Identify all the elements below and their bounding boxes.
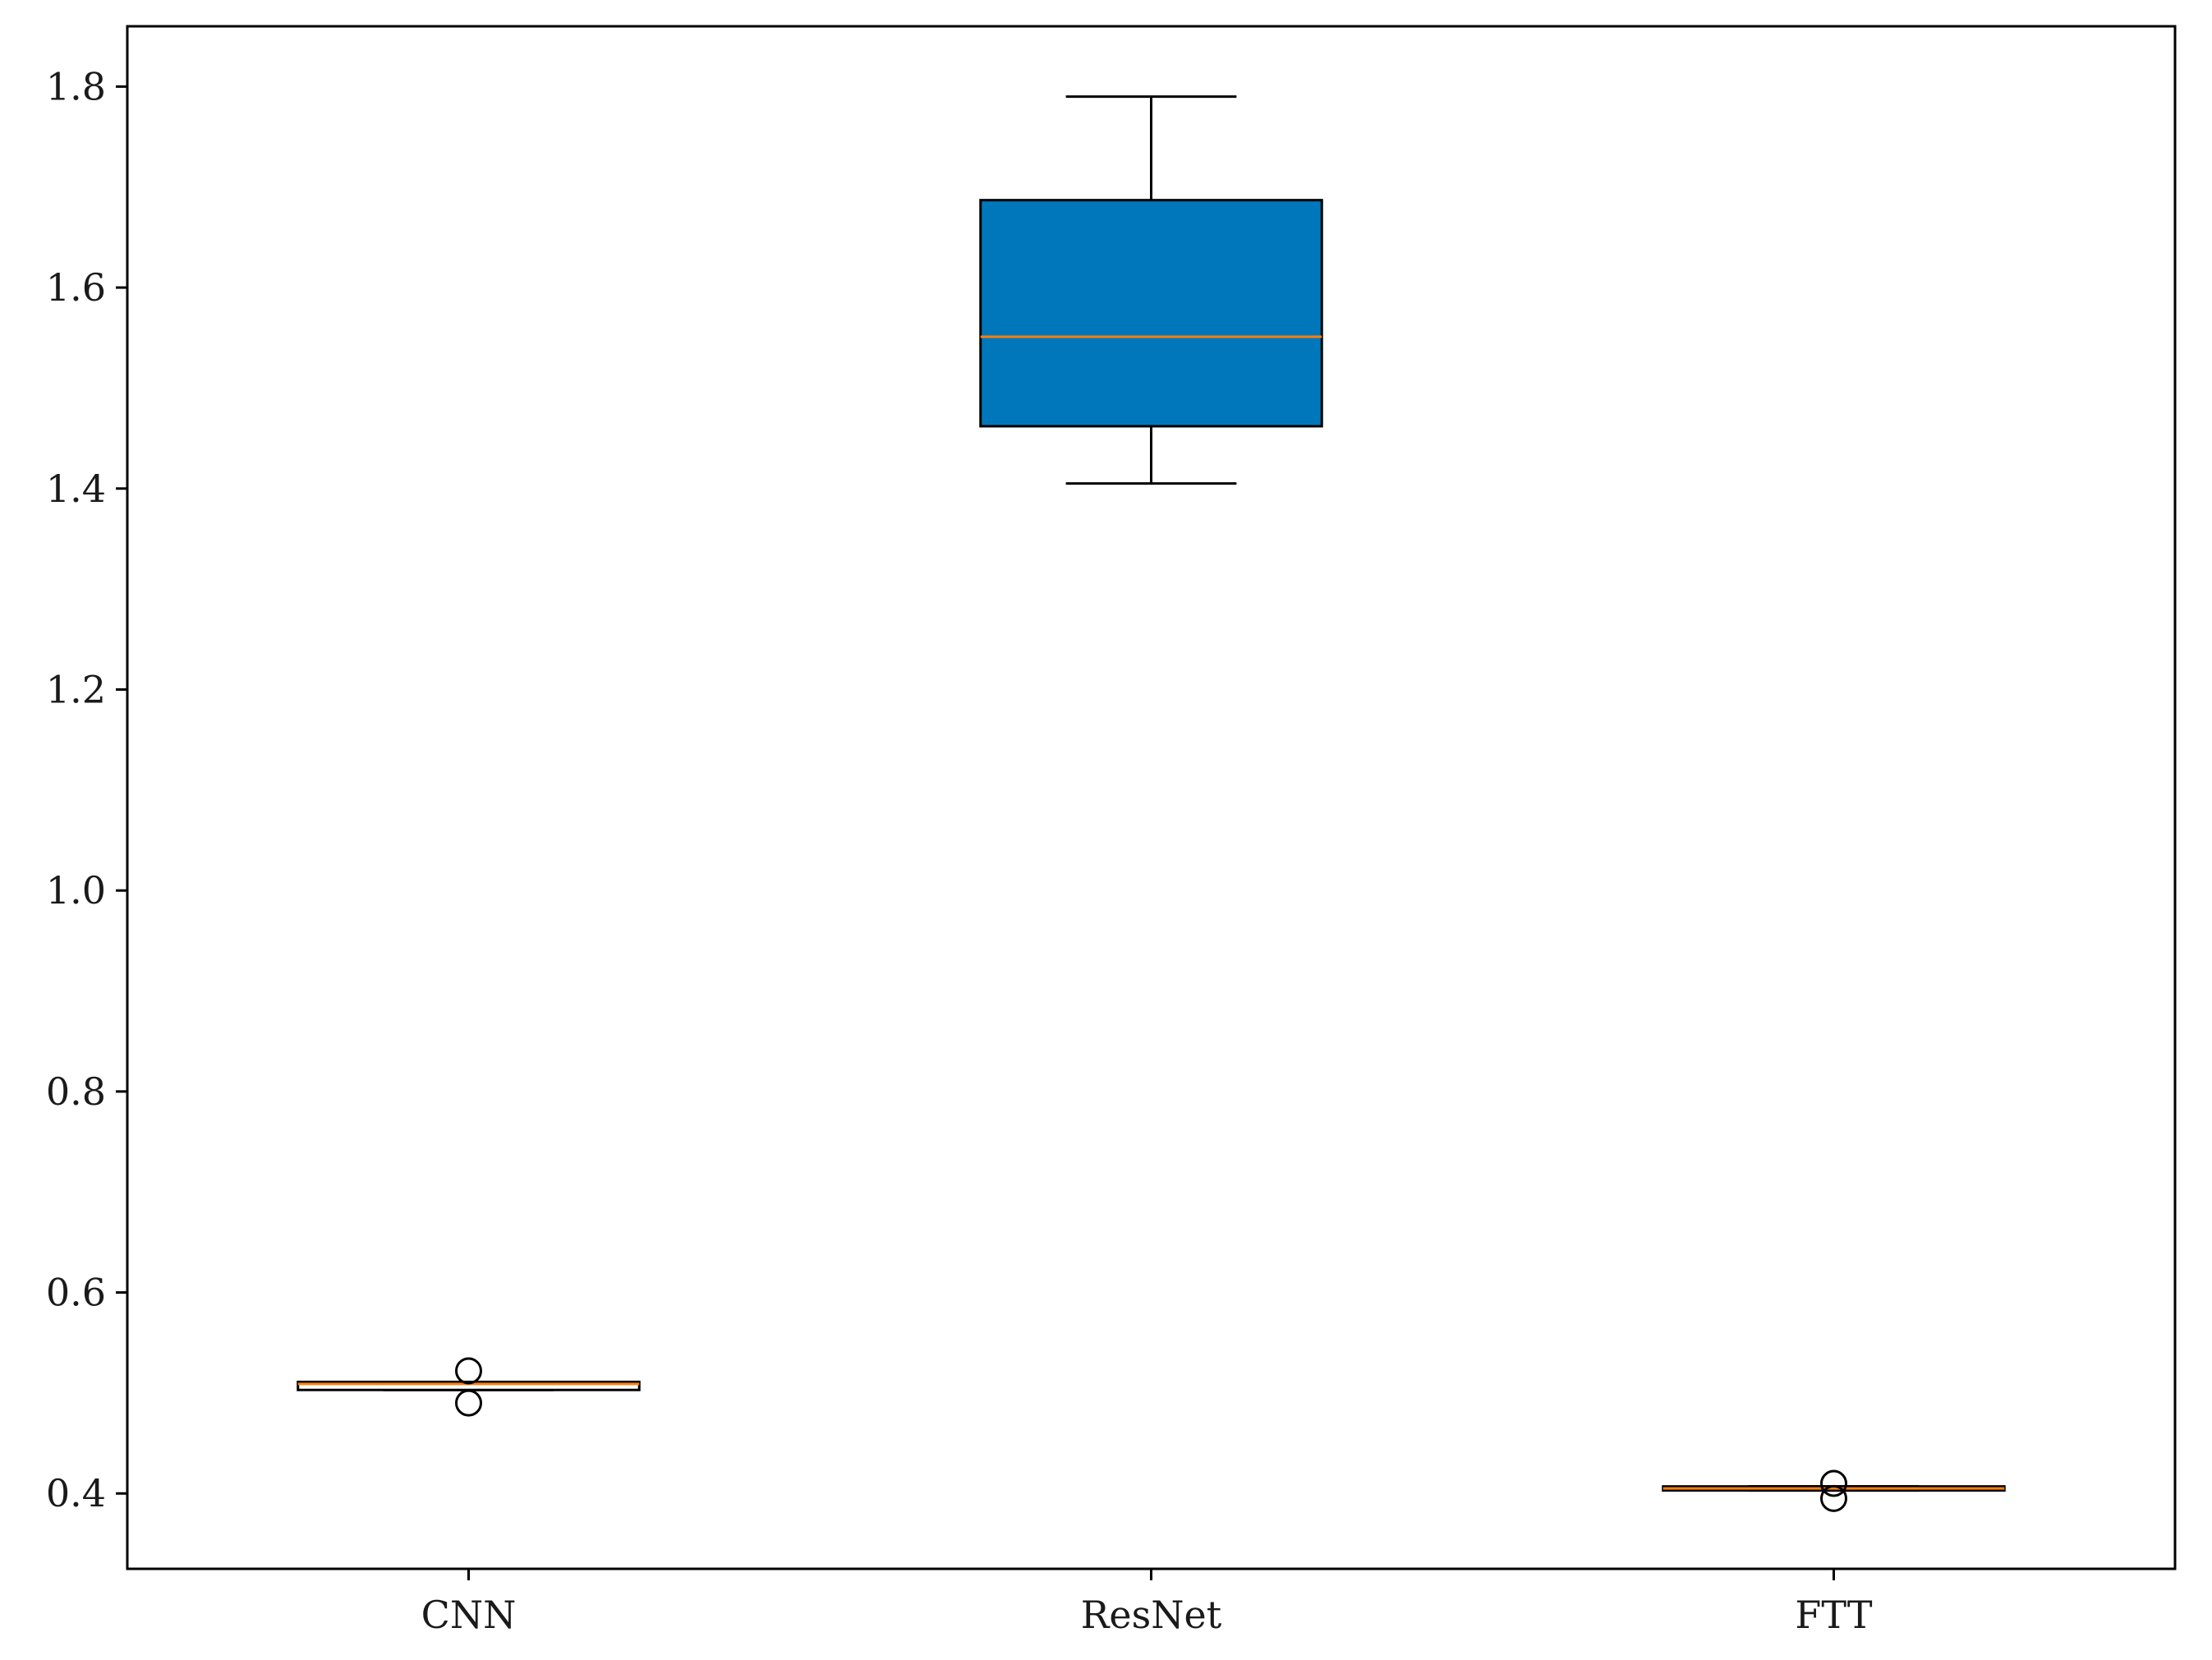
x-tick-label: ResNet xyxy=(1081,1593,1222,1637)
box-ftt xyxy=(1662,1469,2006,1512)
outlier-point xyxy=(455,1357,482,1385)
outlier-point xyxy=(1820,1469,1847,1497)
x-tick-label: FTT xyxy=(1795,1593,1872,1637)
x-axis: CNN ResNet FTT xyxy=(421,1569,1873,1637)
y-tick-label: 1.6 xyxy=(46,265,106,310)
y-tick-label: 0.8 xyxy=(46,1069,106,1114)
y-axis: 0.4 0.6 0.8 1.0 1.2 1.4 1.6 1.8 xyxy=(46,64,127,1515)
plot-area xyxy=(297,95,2006,1512)
box-iqr xyxy=(979,199,1323,428)
box-resnet xyxy=(979,95,1323,485)
y-tick-label: 1.2 xyxy=(46,667,106,711)
box-cnn xyxy=(297,1357,641,1417)
y-tick-label: 0.6 xyxy=(46,1271,106,1315)
y-tick-label: 1.4 xyxy=(46,467,106,511)
y-tick-label: 0.4 xyxy=(46,1471,106,1515)
outlier-point xyxy=(1820,1484,1847,1512)
outlier-point xyxy=(455,1389,482,1417)
y-tick-label: 1.8 xyxy=(46,64,106,108)
x-tick-label: CNN xyxy=(421,1593,517,1637)
y-tick-label: 1.0 xyxy=(46,868,106,913)
